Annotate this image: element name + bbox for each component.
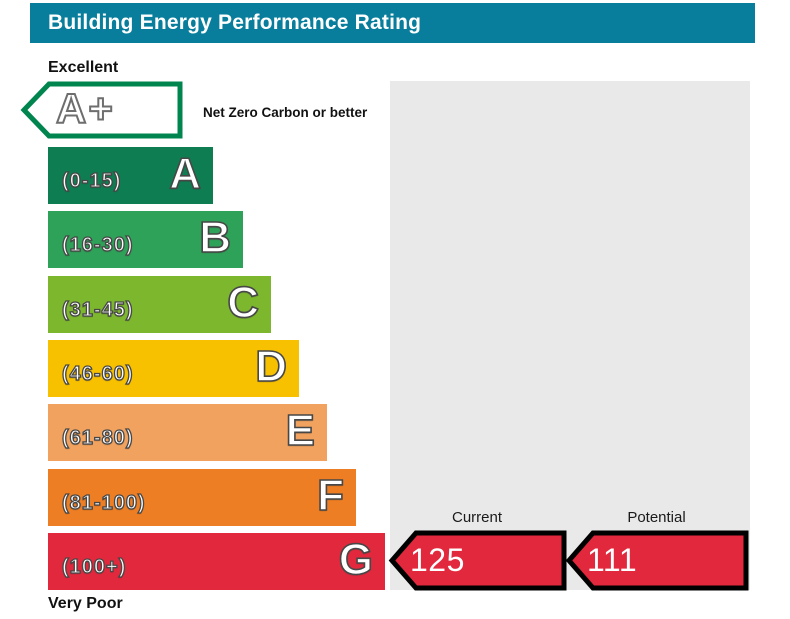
a-plus-letter: A+ bbox=[55, 84, 115, 133]
band-row-e: (61-80) E bbox=[48, 404, 327, 461]
band-range-label: (100+) bbox=[61, 555, 127, 578]
potential-arrow-shape bbox=[563, 530, 750, 591]
a-plus-description: Net Zero Carbon or better bbox=[203, 105, 368, 120]
page-title: Building Energy Performance Rating bbox=[48, 11, 422, 34]
band-letter: A bbox=[168, 148, 201, 198]
band-range-label: (0-15) bbox=[61, 169, 122, 192]
current-rating-value: 125 bbox=[410, 541, 465, 578]
ratings-panel bbox=[390, 81, 750, 590]
band-letter: E bbox=[285, 405, 316, 455]
band-letter: F bbox=[316, 470, 344, 520]
band-row-b: (16-30) B bbox=[48, 211, 243, 268]
band-letter: G bbox=[338, 534, 374, 584]
a-plus-band: A+ bbox=[18, 80, 184, 140]
band-letter: D bbox=[254, 341, 287, 391]
band-range-label: (31-45) bbox=[61, 298, 134, 321]
band-row-d: (46-60) D bbox=[48, 340, 299, 397]
potential-rating-arrow: 111 bbox=[563, 530, 750, 591]
band-row-c: (31-45) C bbox=[48, 276, 271, 333]
band-range-label: (16-30) bbox=[61, 233, 134, 256]
band-range-label: (81-100) bbox=[61, 491, 146, 514]
a-plus-arrow-shape bbox=[18, 80, 184, 140]
band-letter: B bbox=[198, 212, 231, 262]
current-column-label: Current bbox=[451, 509, 503, 526]
band-row-f: (81-100) F bbox=[48, 469, 356, 526]
potential-column-label: Potential bbox=[627, 509, 686, 526]
potential-rating-value: 111 bbox=[587, 541, 638, 578]
current-arrow-shape bbox=[386, 530, 568, 591]
scale-bottom-label: Very Poor bbox=[48, 595, 123, 612]
band-range-label: (46-60) bbox=[61, 362, 134, 385]
header-bar: Building Energy Performance Rating bbox=[30, 3, 755, 43]
band-range-label: (61-80) bbox=[61, 426, 134, 449]
band-row-g: (100+) G bbox=[48, 533, 385, 590]
scale-top-label: Excellent bbox=[48, 59, 119, 76]
current-rating-arrow: 125 bbox=[386, 530, 568, 591]
band-letter: C bbox=[226, 277, 259, 327]
band-row-a: (0-15) A bbox=[48, 147, 213, 204]
